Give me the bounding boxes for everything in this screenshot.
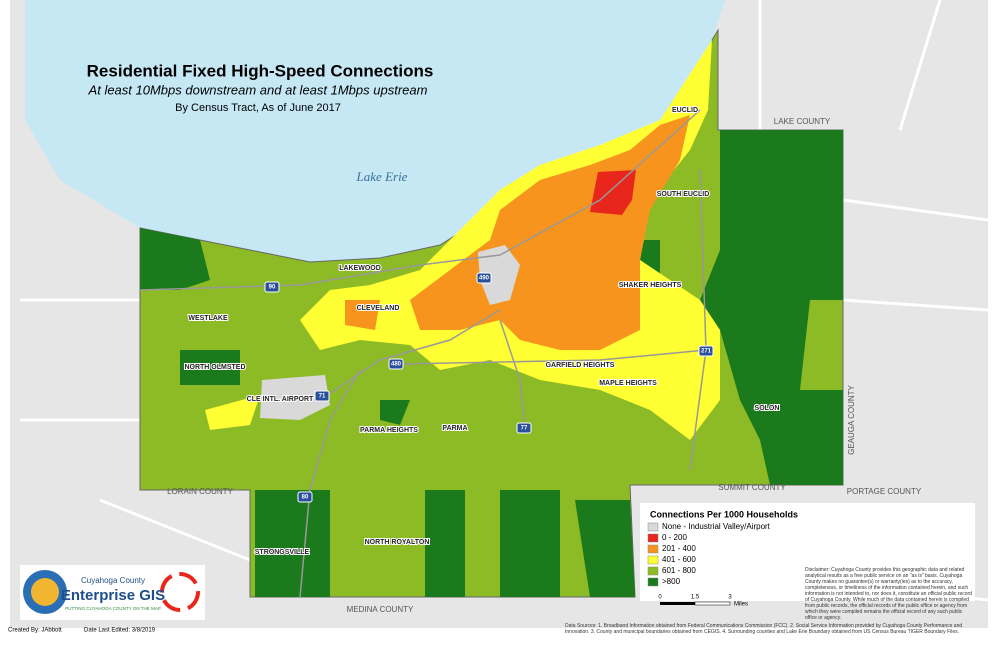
city-label: EUCLID [672, 107, 698, 114]
highway-number: 80 [302, 495, 309, 501]
created-by: Created By: JAbbott [8, 628, 62, 634]
city-label: SOUTH EUCLID [657, 191, 710, 198]
date-edited: Date Last Edited: 3/8/2019 [84, 628, 156, 634]
highway-number: 90 [269, 285, 276, 291]
red-tracts [590, 170, 636, 215]
highway-shield [314, 390, 330, 402]
city-label: GARFIELD HEIGHTS [546, 362, 615, 369]
logo-ring [160, 572, 200, 612]
city-label: SOLON [755, 405, 780, 412]
legend: None - Industrial Valley/Airport 0 - 200 2… [647, 522, 771, 587]
legend-title: Connections Per 1000 Households [650, 509, 798, 519]
industrial-valley [478, 245, 520, 305]
legend-swatch [647, 555, 659, 565]
highway-number: 71 [319, 394, 326, 400]
city-label: SHAKER HEIGHTS [619, 282, 682, 289]
city-label: PARMA HEIGHTS [360, 427, 418, 434]
orange-tracts-west [345, 300, 380, 330]
title: Residential Fixed High-Speed Connections [87, 61, 434, 80]
scale-segment [694, 601, 731, 606]
legend-label: 0 - 200 [662, 533, 687, 542]
yellow-tracts-west [205, 395, 260, 430]
scale-label: 3 [728, 595, 732, 601]
county-label: SUMMIT COUNTY [718, 483, 786, 492]
county-label: GEAUGA COUNTY [847, 384, 856, 454]
logo-seal-inner [31, 578, 59, 606]
legend-label: None - Industrial Valley/Airport [662, 522, 771, 531]
county-label: LAKE COUNTY [774, 117, 831, 126]
city-label: STRONGSVILLE [255, 549, 310, 556]
city-label: CLE INTL. AIRPORT [247, 396, 314, 403]
city-label: LAKEWOOD [339, 265, 381, 272]
scale-segment [660, 602, 695, 605]
water-label: Lake Erie [356, 169, 408, 184]
city-label: PARMA [442, 425, 467, 432]
dark-tracts [140, 130, 843, 597]
city-label: CLEVELAND [357, 305, 400, 312]
logo-tagline: PUTTING CUYAHOGA COUNTY ON THE MAP [65, 606, 161, 611]
subtitle: At least 10Mbps downstream and at least … [88, 82, 428, 97]
city-label: WESTLAKE [188, 315, 228, 322]
legend-label: 401 - 600 [662, 555, 696, 564]
city-label: NORTH OLMSTED [184, 364, 245, 371]
highway-number: 480 [391, 362, 402, 368]
highway-shields: 90 490 480 271 71 77 80 [264, 272, 714, 503]
highway-shield [516, 422, 532, 434]
legend-label: 201 - 400 [662, 544, 696, 553]
legend-swatch [647, 577, 659, 587]
legend-label: >800 [662, 577, 681, 586]
legend-swatch [647, 566, 659, 576]
city-label: MAPLE HEIGHTS [599, 380, 657, 387]
disclaimer: Disclaimer: Cuyahoga County provides thi… [805, 567, 972, 621]
logo-org: Cuyahoga County [81, 576, 145, 585]
highway-shield [476, 272, 492, 284]
legend-swatch [647, 522, 659, 532]
logo: Cuyahoga County Enterprise GIS PUTTING C… [20, 565, 205, 620]
highway-number: 271 [701, 349, 712, 355]
labels: Residential Fixed High-Speed Connections… [87, 61, 922, 614]
airport [260, 375, 330, 420]
legend-label: 601 - 800 [662, 566, 696, 575]
data-sources: Data Sources: 1. Broadband Information o… [565, 623, 963, 635]
legend-box [640, 503, 975, 601]
legend-swatch [647, 533, 659, 543]
city-label: NORTH ROYALTON [365, 539, 430, 546]
scale-unit: Miles [734, 602, 748, 608]
highway-number: 77 [521, 426, 528, 432]
scale-label: 1.5 [691, 595, 700, 601]
scale-bar: 0 1.5 3 Miles [658, 595, 748, 608]
county-label: MEDINA COUNTY [347, 605, 414, 614]
county-label: LORAIN COUNTY [167, 487, 233, 496]
highway-shield [264, 281, 280, 293]
scale-label: 0 [658, 595, 662, 601]
highway-shield [297, 491, 313, 503]
county-label: PORTAGE COUNTY [847, 487, 922, 496]
lake [25, 0, 725, 262]
highway-number: 490 [479, 276, 490, 282]
legend-swatch [647, 544, 659, 554]
highway-shield [698, 345, 714, 357]
subtitle2: By Census Tract, As of June 2017 [175, 102, 341, 114]
logo-product: Enterprise GIS [61, 587, 165, 604]
highway-shield [388, 358, 404, 370]
